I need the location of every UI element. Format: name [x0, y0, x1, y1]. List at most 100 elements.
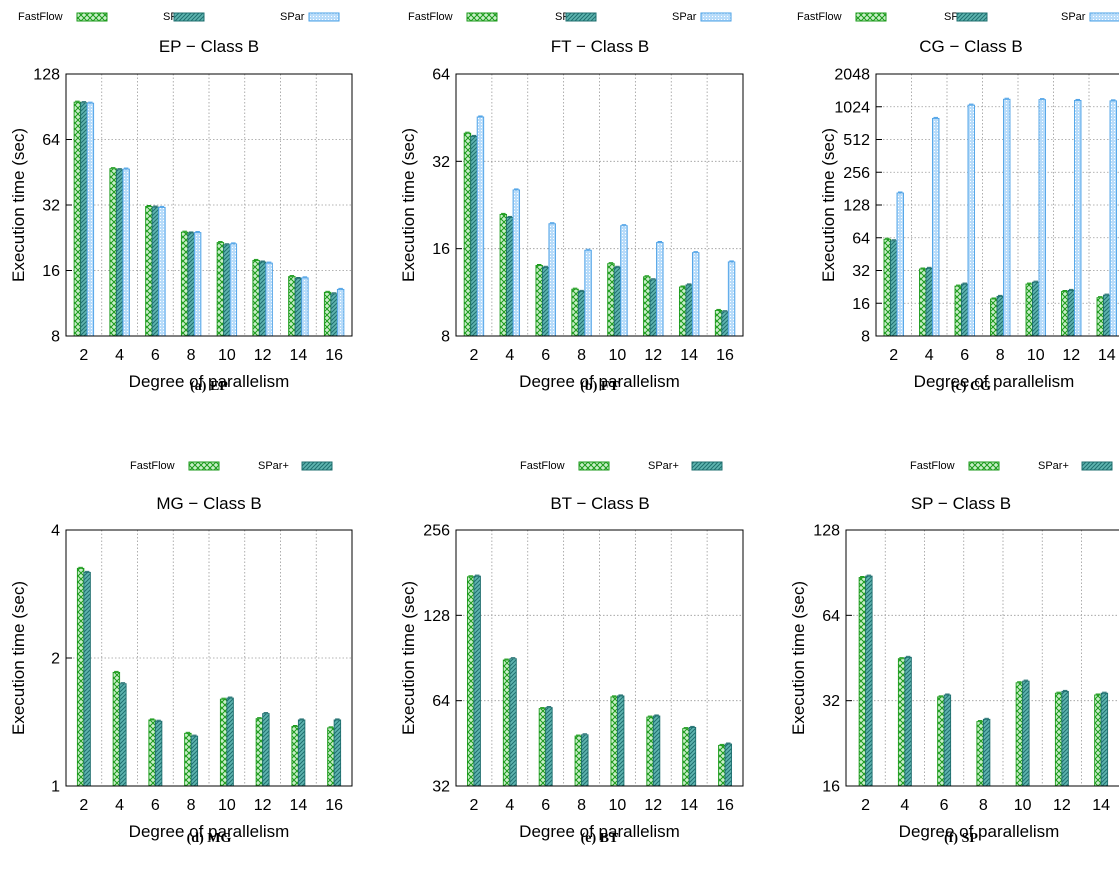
x-tick-label: 6 — [541, 797, 550, 814]
bar-sparplus — [613, 266, 622, 337]
legend-label: SPar+ — [1038, 460, 1069, 472]
x-tick-label: 6 — [151, 797, 160, 814]
x-tick-label: 2 — [79, 797, 88, 814]
bar-fastflow — [883, 238, 891, 337]
legend-swatch — [578, 461, 610, 471]
x-tick-label: 14 — [1092, 797, 1110, 814]
bar-sparplus — [925, 267, 933, 337]
bar-sparplus — [545, 707, 553, 787]
chart-title: BT − Class B — [550, 494, 649, 513]
chart-panel-5: FastFlow SPar+ BT − Class B 2 4 6 8 10 12 14 16 32 6… — [399, 460, 744, 846]
bar-sparplus — [258, 261, 267, 337]
x-axis-label: Degree of parallelism — [519, 822, 680, 841]
bar-spar — [967, 104, 975, 337]
y-axis-label: Execution time (sec) — [789, 581, 808, 735]
bar-fastflow — [1096, 297, 1104, 337]
bar-spar — [336, 288, 345, 337]
bar-fastflow — [574, 735, 583, 787]
chart-title: EP − Class B — [159, 37, 259, 56]
legend-label: FastFlow — [408, 11, 453, 23]
bar-spar — [656, 242, 664, 337]
x-axis-label: Degree of parallelism — [129, 372, 290, 391]
bar-sparplus — [865, 575, 873, 787]
bar-sparplus — [262, 713, 270, 787]
bar-sparplus — [1061, 690, 1069, 787]
plot-frame — [455, 73, 744, 337]
legend-label: SPar — [280, 11, 305, 23]
bar-fastflow — [954, 285, 962, 337]
bar-fastflow — [1094, 694, 1102, 787]
y-tick-label: 512 — [843, 132, 870, 149]
bar-sparplus — [509, 658, 517, 787]
bar-fastflow — [499, 213, 508, 337]
bar-spar — [229, 243, 238, 337]
bar-spar — [620, 225, 628, 337]
plot-frame — [455, 529, 744, 787]
y-axis-label: Execution time (sec) — [9, 128, 28, 282]
x-tick-label: 12 — [254, 797, 272, 814]
bar-spar — [476, 116, 485, 337]
y-axis-label: Execution time (sec) — [819, 128, 838, 282]
bar-fastflow — [76, 567, 85, 787]
x-tick-label: 12 — [1062, 347, 1080, 364]
chart-panel-4: FastFlow SPar+MG − Class B2 4 6 8 10 12 14 16124… — [9, 460, 353, 846]
y-tick-label: 256 — [843, 165, 870, 182]
x-tick-label: 16 — [325, 347, 343, 364]
bar-sparplus — [294, 278, 303, 337]
legend-swatch — [1089, 12, 1119, 22]
x-tick-label: 8 — [996, 347, 1005, 364]
y-tick-label: 16 — [852, 296, 870, 313]
bar-sparplus — [1022, 680, 1030, 787]
bar-spar — [301, 277, 309, 337]
bar-fastflow — [216, 242, 225, 337]
y-tick-label: 128 — [423, 608, 450, 625]
bar-fastflow — [610, 696, 618, 787]
x-tick-label: 10 — [609, 797, 627, 814]
y-tick-label: 64 — [432, 693, 450, 710]
bar-sparplus — [226, 697, 234, 787]
bar-sparplus — [961, 283, 969, 337]
bar-fastflow — [1015, 682, 1024, 787]
bars — [883, 97, 1117, 337]
chart-title: MG − Class B — [156, 494, 261, 513]
bar-fastflow — [109, 168, 117, 337]
bar-spar — [1038, 99, 1046, 337]
bar-sparplus — [904, 656, 912, 787]
bar-sparplus — [577, 290, 586, 337]
x-tick-label: 12 — [644, 347, 662, 364]
bar-sparplus — [649, 279, 658, 337]
x-tick-label: 2 — [469, 797, 478, 814]
bar-fastflow — [919, 268, 927, 337]
bar-spar — [1003, 98, 1011, 337]
legend-swatch — [173, 12, 205, 22]
y-tick-label: 32 — [852, 263, 870, 280]
y-tick-label: 32 — [42, 198, 60, 215]
legend-swatch — [855, 12, 887, 22]
bar-sparplus — [115, 169, 124, 337]
bar-fastflow — [466, 576, 475, 787]
bar-fastflow — [288, 276, 296, 337]
legend-label: FastFlow — [130, 460, 175, 472]
figure-caption: (b) FT — [580, 379, 619, 394]
bar-fastflow — [897, 658, 906, 787]
chart-title: SP − Class B — [911, 494, 1011, 513]
bar-spar — [584, 249, 592, 337]
legend-label: SPar — [672, 11, 697, 23]
bar-fastflow — [112, 671, 121, 787]
y-tick-label: 32 — [432, 154, 450, 171]
x-tick-label: 6 — [151, 347, 160, 364]
legend-swatch — [691, 461, 723, 471]
legend-swatch — [301, 461, 333, 471]
grid-lines — [456, 530, 743, 786]
bar-fastflow — [682, 728, 690, 787]
y-tick-label: 2048 — [834, 67, 870, 84]
x-tick-label: 4 — [505, 797, 514, 814]
y-tick-label: 16 — [42, 263, 60, 280]
bar-sparplus — [151, 206, 160, 337]
y-tick-label: 64 — [42, 132, 60, 149]
y-tick-label: 128 — [33, 67, 60, 84]
